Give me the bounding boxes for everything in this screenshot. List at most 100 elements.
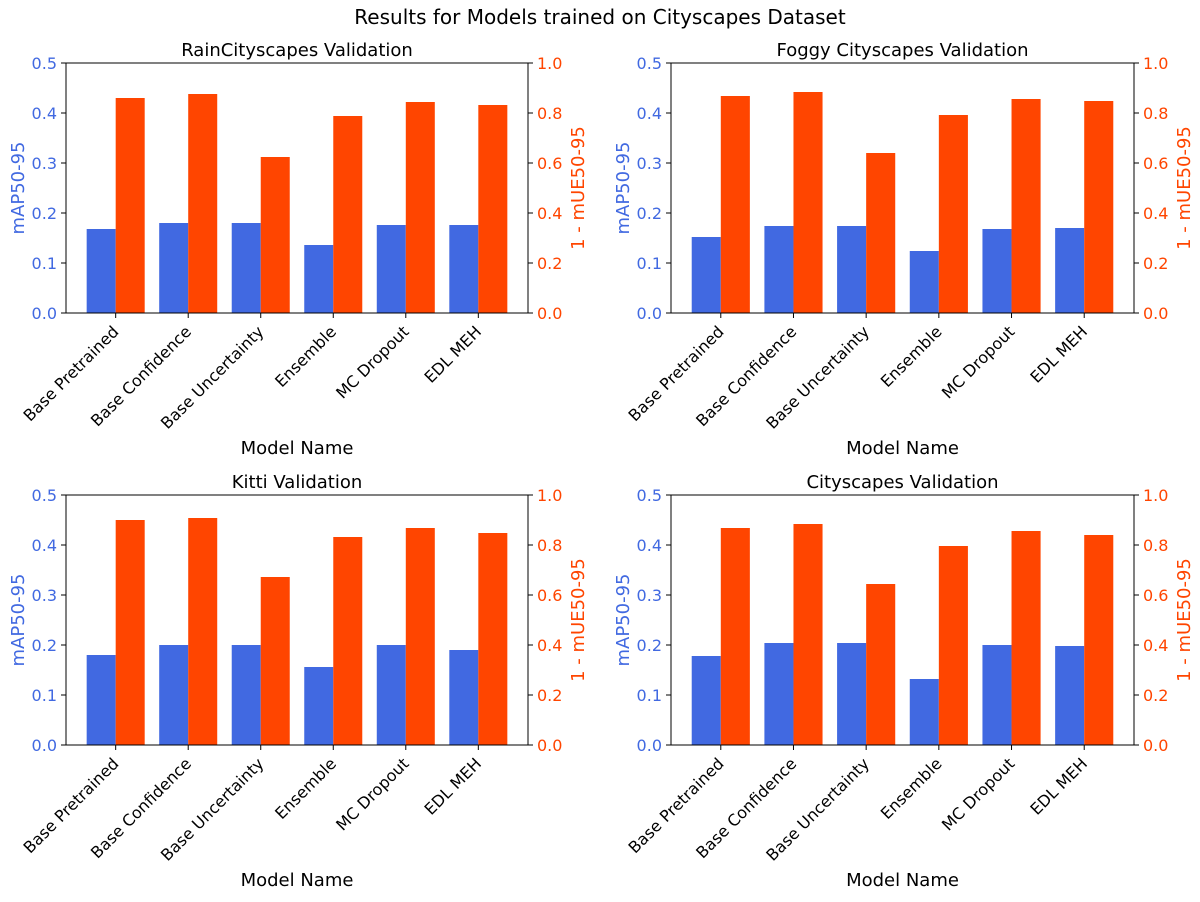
bar-right-series — [333, 116, 363, 313]
xtick-label: Ensemble — [271, 322, 340, 391]
ytick-label: 0.2 — [32, 204, 57, 223]
ytick-right-label: 0.2 — [1143, 686, 1168, 705]
y-axis-right-label: 1 - mUE50-95 — [1174, 558, 1195, 682]
bar-left-series — [982, 229, 1012, 313]
bar-right-series — [188, 518, 218, 745]
ytick-label: 0.3 — [32, 586, 57, 605]
bar-left-series — [304, 667, 334, 745]
ytick-right-label: 0.0 — [1143, 304, 1168, 323]
bar-left-series — [231, 223, 261, 313]
bar-left-series — [449, 650, 479, 745]
xtick-label: EDL MEH — [1026, 754, 1091, 819]
bar-left-series — [376, 225, 406, 313]
ytick-right-label: 0.8 — [1143, 536, 1168, 555]
bar-left-series — [837, 643, 867, 745]
ytick-label: 0.5 — [637, 54, 662, 73]
ytick-right-label: 0.4 — [537, 636, 562, 655]
bar-right-series — [1084, 535, 1114, 745]
bar-right-series — [405, 528, 435, 745]
bar-right-series — [866, 153, 896, 313]
bar-left-series — [764, 643, 794, 745]
ytick-label: 0.3 — [32, 154, 57, 173]
bar-right-series — [720, 96, 750, 313]
ytick-right-label: 0.2 — [1143, 254, 1168, 273]
bar-left-series — [909, 251, 939, 313]
axes-frame — [65, 494, 529, 746]
ytick-right-label: 1.0 — [537, 54, 562, 73]
bar-left-series — [231, 645, 261, 745]
bar-right-series — [188, 94, 218, 313]
bar-right-series — [260, 577, 290, 745]
subplot-1: 0.00.10.20.30.40.50.00.20.40.60.81.0Base… — [8, 40, 589, 459]
ytick-label: 0.2 — [32, 636, 57, 655]
bar-left-series — [376, 645, 406, 745]
ytick-label: 0.1 — [637, 686, 662, 705]
ytick-label: 0.1 — [32, 686, 57, 705]
bar-right-series — [1084, 101, 1114, 313]
bar-right-series — [720, 528, 750, 745]
ytick-label: 0.3 — [637, 586, 662, 605]
bar-right-series — [333, 537, 363, 745]
bar-left-series — [86, 229, 116, 313]
y-axis-right-label: 1 - mUE50-95 — [568, 558, 589, 682]
bar-right-series — [115, 98, 145, 313]
axes-frame — [65, 62, 529, 314]
ytick-right-label: 0.2 — [537, 254, 562, 273]
ytick-right-label: 0.0 — [1143, 736, 1168, 755]
ytick-right-label: 0.6 — [537, 586, 562, 605]
xtick-label: MC Dropout — [938, 322, 1018, 402]
ytick-label: 0.0 — [637, 304, 662, 323]
y-axis-right-label: 1 - mUE50-95 — [568, 126, 589, 250]
suptitle: Results for Models trained on Cityscapes… — [354, 5, 846, 29]
xtick-label: Ensemble — [271, 754, 340, 823]
xtick-label: MC Dropout — [332, 754, 412, 834]
ytick-label: 0.2 — [637, 204, 662, 223]
ytick-label: 0.1 — [637, 254, 662, 273]
y-axis-right-label: 1 - mUE50-95 — [1174, 126, 1195, 250]
ytick-right-label: 0.6 — [1143, 586, 1168, 605]
subplot-3: 0.00.10.20.30.40.50.00.20.40.60.81.0Base… — [8, 472, 589, 891]
bar-left-series — [691, 656, 721, 745]
ytick-right-label: 0.8 — [537, 104, 562, 123]
bar-right-series — [938, 115, 968, 313]
ytick-right-label: 0.6 — [537, 154, 562, 173]
y-axis-label: mAP50-95 — [613, 141, 634, 234]
xtick-label: MC Dropout — [938, 754, 1018, 834]
bar-left-series — [982, 645, 1012, 745]
bar-left-series — [159, 645, 189, 745]
ytick-right-label: 0.8 — [537, 536, 562, 555]
bar-right-series — [260, 157, 290, 313]
bar-right-series — [1011, 99, 1041, 313]
bar-right-series — [866, 584, 896, 745]
y-axis-label: mAP50-95 — [8, 573, 29, 666]
subplot-title: Cityscapes Validation — [806, 472, 998, 493]
ytick-right-label: 0.0 — [537, 736, 562, 755]
ytick-label: 0.4 — [637, 536, 662, 555]
ytick-label: 0.5 — [32, 54, 57, 73]
bar-left-series — [691, 237, 721, 313]
ytick-label: 0.5 — [32, 486, 57, 505]
subplot-2: 0.00.10.20.30.40.50.00.20.40.60.81.0Base… — [613, 40, 1195, 459]
axes-frame — [670, 62, 1135, 314]
xtick-label: EDL MEH — [421, 754, 486, 819]
bar-right-series — [793, 92, 823, 313]
xtick-label: EDL MEH — [421, 322, 486, 387]
bar-right-series — [115, 520, 145, 745]
bar-right-series — [478, 105, 508, 313]
xtick-label: MC Dropout — [332, 322, 412, 402]
bar-left-series — [86, 655, 116, 745]
ytick-right-label: 0.6 — [1143, 154, 1168, 173]
bar-left-series — [764, 226, 794, 313]
x-axis-label: Model Name — [241, 870, 354, 891]
x-axis-label: Model Name — [241, 438, 354, 459]
ytick-label: 0.5 — [637, 486, 662, 505]
axes-frame — [670, 494, 1135, 746]
ytick-right-label: 1.0 — [1143, 486, 1168, 505]
bar-left-series — [304, 245, 334, 313]
bar-left-series — [449, 225, 479, 313]
xtick-label: Ensemble — [877, 754, 946, 823]
bar-left-series — [1055, 646, 1085, 745]
ytick-label: 0.0 — [32, 736, 57, 755]
ytick-right-label: 1.0 — [537, 486, 562, 505]
